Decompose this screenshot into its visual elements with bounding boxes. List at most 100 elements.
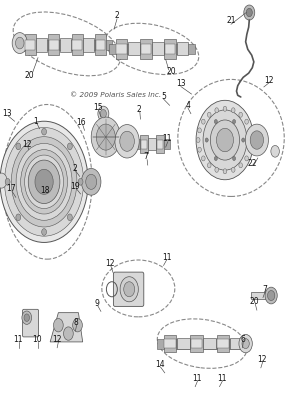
Text: 6: 6	[240, 335, 245, 344]
Circle shape	[67, 214, 72, 221]
Bar	[156, 135, 164, 153]
Circle shape	[5, 127, 84, 236]
Circle shape	[231, 167, 235, 172]
Text: 15: 15	[93, 103, 103, 112]
Circle shape	[16, 214, 21, 221]
Circle shape	[265, 287, 277, 304]
Circle shape	[268, 291, 275, 301]
Text: 4: 4	[185, 101, 190, 110]
Circle shape	[29, 161, 59, 203]
Text: 5: 5	[161, 92, 166, 101]
Circle shape	[81, 168, 101, 195]
Circle shape	[207, 163, 211, 168]
Bar	[36, 38, 47, 51]
Circle shape	[249, 128, 252, 133]
Circle shape	[96, 124, 115, 150]
Bar	[230, 338, 242, 349]
Circle shape	[11, 137, 77, 227]
Circle shape	[233, 156, 236, 161]
Bar	[165, 44, 175, 54]
Text: 7: 7	[143, 152, 148, 161]
Bar	[25, 40, 35, 50]
Text: 14: 14	[155, 360, 164, 369]
Circle shape	[91, 117, 120, 157]
Circle shape	[239, 112, 243, 117]
Circle shape	[231, 108, 235, 113]
Circle shape	[233, 120, 236, 124]
Text: 17: 17	[6, 184, 16, 194]
Bar	[95, 34, 106, 55]
Circle shape	[198, 128, 201, 133]
Circle shape	[25, 156, 63, 208]
Text: 18: 18	[40, 186, 50, 195]
Circle shape	[22, 311, 32, 324]
Circle shape	[21, 150, 67, 213]
Bar	[148, 138, 156, 150]
Bar	[49, 40, 59, 50]
Bar	[191, 339, 202, 348]
Circle shape	[16, 37, 24, 49]
Text: 11: 11	[162, 134, 171, 143]
Text: 19: 19	[71, 181, 80, 191]
Text: 11: 11	[13, 335, 23, 344]
Circle shape	[12, 33, 27, 54]
Text: 12: 12	[257, 355, 267, 364]
Circle shape	[16, 143, 21, 150]
Circle shape	[246, 8, 252, 17]
Text: 12: 12	[105, 259, 115, 268]
Bar	[190, 335, 203, 352]
Circle shape	[196, 100, 254, 180]
FancyBboxPatch shape	[22, 309, 39, 337]
Bar	[157, 339, 249, 349]
Circle shape	[242, 138, 245, 142]
Text: 13: 13	[2, 109, 12, 118]
Text: 21: 21	[226, 16, 236, 25]
Text: 20: 20	[167, 67, 177, 76]
Circle shape	[202, 119, 205, 124]
Circle shape	[207, 112, 211, 117]
Circle shape	[242, 339, 249, 349]
Circle shape	[216, 128, 233, 152]
Circle shape	[214, 156, 217, 161]
Bar	[164, 39, 176, 59]
Circle shape	[215, 108, 219, 113]
Bar	[216, 335, 229, 352]
FancyBboxPatch shape	[113, 272, 144, 306]
Bar	[72, 40, 82, 50]
Text: 11: 11	[162, 252, 171, 262]
Circle shape	[17, 144, 71, 219]
Bar	[134, 139, 170, 149]
Bar	[164, 339, 176, 348]
Circle shape	[203, 110, 247, 170]
Bar	[177, 42, 188, 56]
Bar	[116, 44, 127, 54]
Text: 7: 7	[262, 285, 267, 294]
Text: © 2009 Polaris Sales Inc.: © 2009 Polaris Sales Inc.	[70, 92, 161, 98]
Circle shape	[54, 319, 63, 332]
Text: 20: 20	[250, 297, 260, 306]
Circle shape	[73, 319, 82, 332]
Circle shape	[0, 121, 88, 242]
Circle shape	[198, 147, 201, 152]
Text: 12: 12	[52, 335, 62, 344]
Circle shape	[210, 120, 240, 160]
Bar	[203, 338, 216, 349]
Text: 9: 9	[94, 298, 99, 308]
Bar	[217, 339, 229, 348]
Circle shape	[12, 138, 76, 226]
Bar	[71, 34, 83, 55]
Bar	[140, 135, 148, 153]
Bar	[141, 140, 147, 149]
Text: 2: 2	[115, 11, 119, 20]
Circle shape	[249, 147, 252, 152]
Bar	[141, 44, 151, 54]
Text: 22: 22	[247, 159, 257, 168]
Circle shape	[64, 327, 73, 340]
Text: 2: 2	[72, 163, 77, 173]
Text: 11: 11	[217, 374, 227, 383]
Circle shape	[100, 110, 106, 118]
Text: 20: 20	[24, 71, 34, 80]
Circle shape	[239, 163, 243, 168]
Circle shape	[215, 167, 219, 172]
Bar	[95, 40, 105, 50]
